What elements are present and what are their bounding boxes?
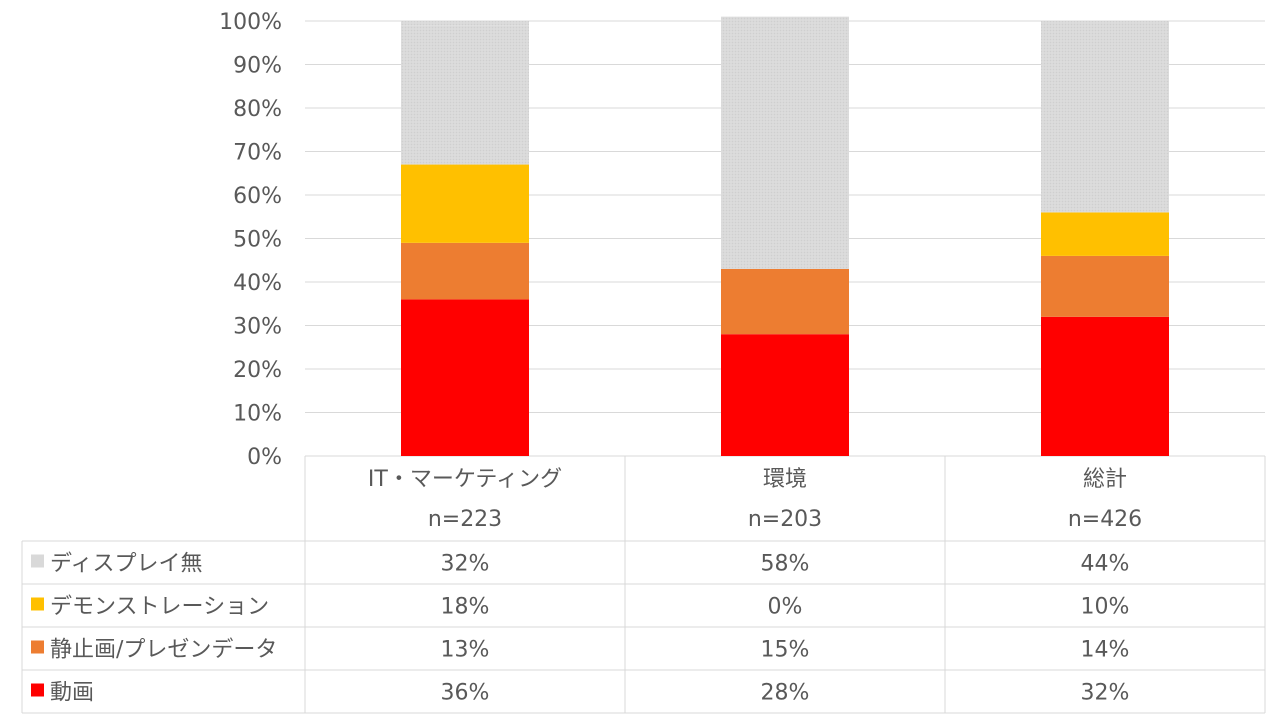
y-tick-label: 80%: [233, 97, 282, 122]
data-table: IT・マーケティング n=223 環境 n=203 総計 n=426 ディスプレイ無 32% 5…: [21, 456, 1266, 714]
legend-label: 静止画/プレゼンデータ: [50, 638, 277, 663]
y-tick-label: 0%: [247, 445, 282, 470]
data-cell-label: 10%: [1081, 595, 1130, 620]
y-tick-label: 60%: [233, 184, 282, 209]
y-tick-label: 40%: [233, 271, 282, 296]
bar-segment: [1041, 212, 1169, 256]
data-cell-label: 36%: [441, 681, 490, 706]
data-cell-label: 13%: [441, 638, 490, 663]
category-label: 総計: [1083, 467, 1127, 492]
bar-segment: [721, 16, 849, 269]
sample-size-label: n=223: [428, 507, 502, 532]
data-cell-label: 28%: [761, 681, 810, 706]
category-label: IT・マーケティング: [368, 467, 562, 492]
y-tick-label: 100%: [219, 10, 282, 35]
bar-segment: [401, 164, 529, 243]
bar-segment: [1041, 21, 1169, 213]
y-tick-label: 70%: [233, 141, 282, 166]
legend-label: 動画: [50, 681, 94, 706]
y-tick-label: 30%: [233, 315, 282, 340]
legend-label: ディスプレイ無: [50, 552, 202, 577]
data-cell-label: 0%: [768, 595, 803, 620]
bar-segment: [721, 268, 849, 335]
y-tick-label: 90%: [233, 54, 282, 79]
data-cell-label: 14%: [1081, 638, 1130, 663]
legend-swatch: [31, 640, 44, 654]
bar-segment: [401, 299, 529, 456]
data-cell-label: 32%: [441, 552, 490, 577]
bar-segment: [1041, 255, 1169, 317]
bar-segment: [721, 334, 849, 456]
y-tick-label: 20%: [233, 358, 282, 383]
data-cell-label: 44%: [1081, 552, 1130, 577]
category-label: 環境: [763, 467, 807, 492]
data-cell-label: 58%: [761, 552, 810, 577]
data-cell-label: 15%: [761, 638, 810, 663]
bar-segment: [401, 25, 529, 165]
legend-swatch: [31, 597, 44, 611]
legend-swatch: [31, 683, 44, 697]
data-cell-label: 32%: [1081, 681, 1130, 706]
bar-segment: [1041, 316, 1169, 456]
y-axis-ticks: 0% 10% 20% 30% 40% 50% 60% 70% 80% 90% 100%: [219, 10, 282, 470]
y-tick-label: 10%: [233, 402, 282, 427]
sample-size-label: n=203: [748, 507, 822, 532]
y-tick-label: 50%: [233, 228, 282, 253]
data-cell-label: 18%: [441, 595, 490, 620]
bars: [401, 16, 1169, 456]
legend-label: デモンストレーション: [50, 595, 269, 620]
bar-segment: [401, 242, 529, 300]
bar-segment: [401, 21, 529, 26]
sample-size-label: n=426: [1068, 507, 1142, 532]
legend-swatch: [31, 554, 44, 568]
